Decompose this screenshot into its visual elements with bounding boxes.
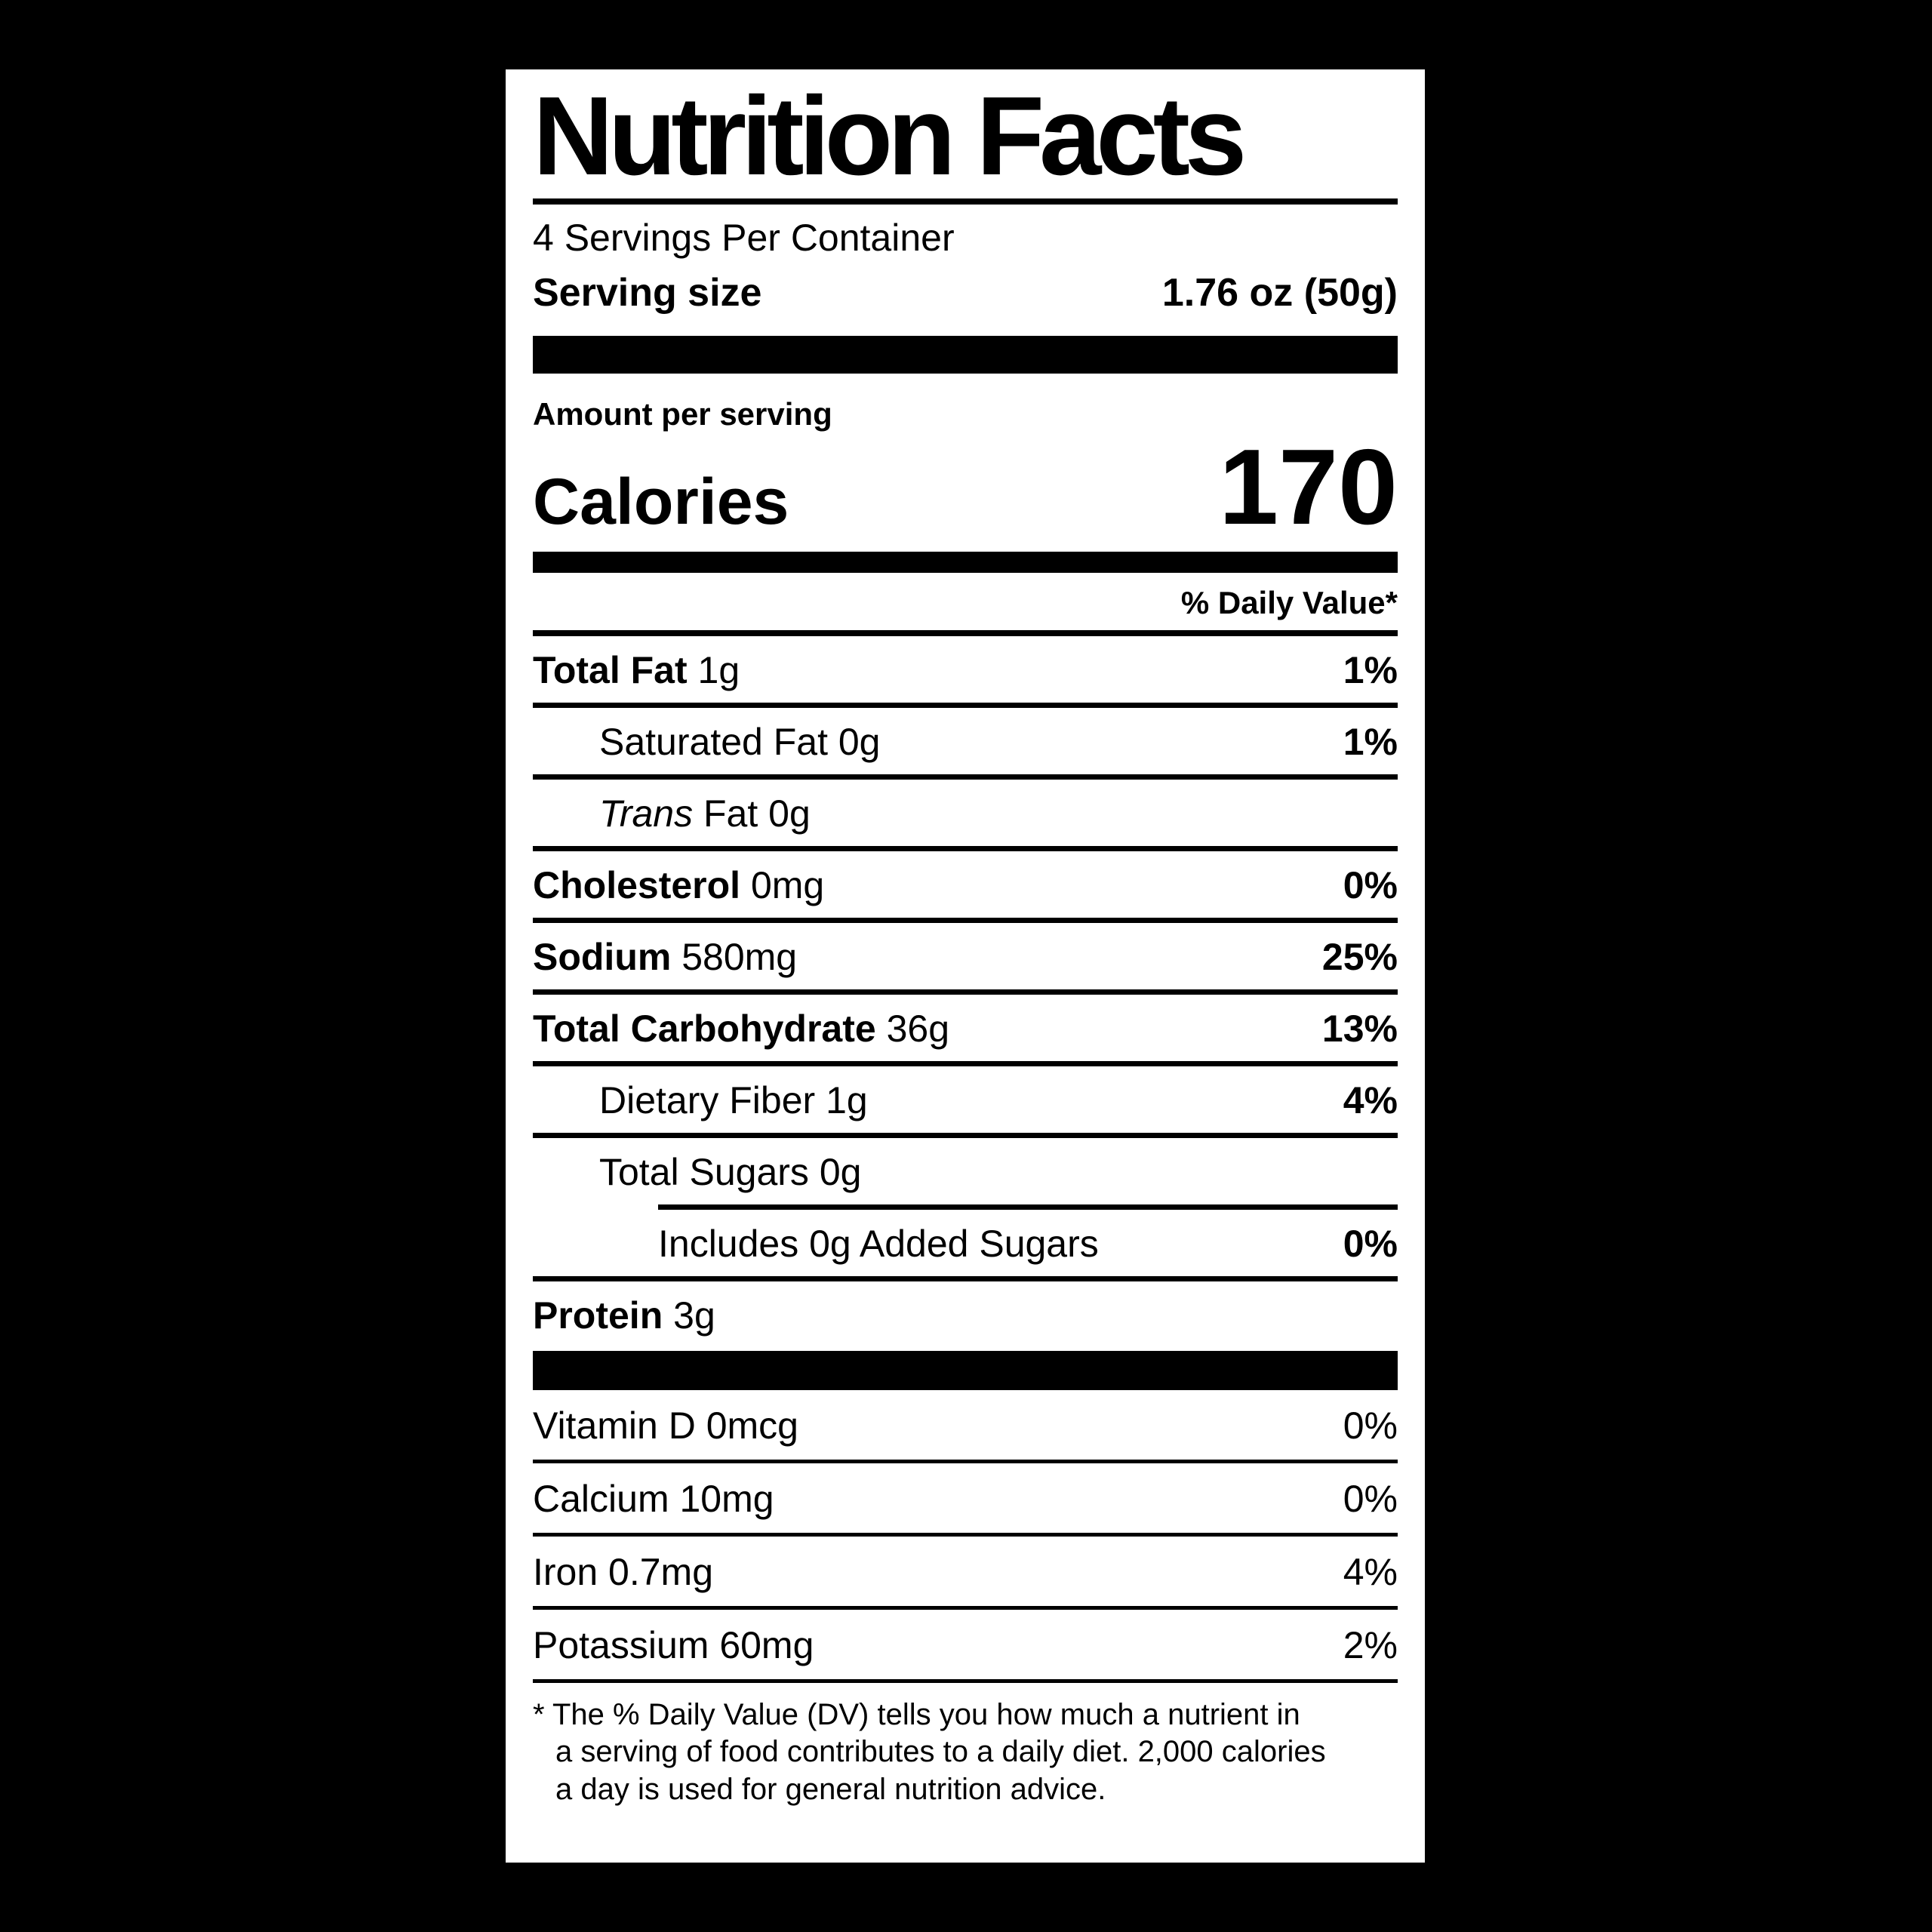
nutrient-dv: 1% bbox=[1343, 648, 1398, 691]
added-sugars-divider bbox=[658, 1204, 1398, 1210]
nutrient-label: Trans Fat 0g bbox=[599, 792, 811, 835]
nutrient-row-cholesterol: Cholesterol 0mg 0% bbox=[533, 851, 1398, 923]
nutrient-label: Includes 0g Added Sugars bbox=[658, 1222, 1099, 1265]
nutrient-row-dietary-fiber: Dietary Fiber 1g 4% bbox=[533, 1066, 1398, 1138]
daily-value-divider bbox=[533, 629, 1398, 636]
serving-size-value: 1.76 oz (50g) bbox=[1161, 270, 1398, 315]
nutrient-row-saturated-fat: Saturated Fat 0g 1% bbox=[533, 708, 1398, 780]
vitamin-label: Calcium 10mg bbox=[533, 1477, 774, 1520]
nutrient-label: Protein 3g bbox=[533, 1294, 715, 1337]
nutrient-dv: 1% bbox=[1343, 720, 1398, 763]
label-title: Nutrition Facts bbox=[533, 74, 1247, 198]
serving-size-label: Serving size bbox=[533, 270, 762, 315]
footnote-line: * The % Daily Value (DV) tells you how m… bbox=[533, 1697, 1300, 1731]
nutrient-row-total-fat: Total Fat 1g 1% bbox=[533, 636, 1398, 708]
nutrient-label: Total Fat 1g bbox=[533, 648, 740, 691]
calories-row: Calories 170 bbox=[533, 426, 1398, 547]
amount-per-serving-label: Amount per serving bbox=[533, 395, 832, 432]
nutrient-row-protein: Protein 3g bbox=[533, 1281, 1398, 1348]
nutrient-row-added-sugars: Includes 0g Added Sugars 0% bbox=[533, 1210, 1398, 1281]
footnote: * The % Daily Value (DV) tells you how m… bbox=[533, 1697, 1398, 1809]
vitamin-label: Potassium 60mg bbox=[533, 1623, 814, 1666]
nutrient-label: Saturated Fat 0g bbox=[599, 720, 881, 763]
vitamin-label: Iron 0.7mg bbox=[533, 1550, 714, 1593]
vitamin-dv: 2% bbox=[1343, 1623, 1398, 1666]
calories-label: Calories bbox=[533, 465, 789, 538]
thick-bar-calories bbox=[533, 551, 1398, 573]
nutrient-row-sodium: Sodium 580mg 25% bbox=[533, 923, 1398, 995]
nutrient-dv: 4% bbox=[1343, 1078, 1398, 1121]
nutrient-label: Dietary Fiber 1g bbox=[599, 1078, 868, 1121]
nutrient-row-total-sugars: Total Sugars 0g bbox=[533, 1138, 1398, 1204]
vitamin-row-potassium: Potassium 60mg 2% bbox=[533, 1610, 1398, 1683]
nutrition-label: Nutrition Facts 4 Servings Per Container… bbox=[498, 62, 1432, 1870]
nutrient-label: Cholesterol 0mg bbox=[533, 863, 825, 906]
nutrient-row-trans-fat: Trans Fat 0g bbox=[533, 780, 1398, 851]
vitamin-row-iron: Iron 0.7mg 4% bbox=[533, 1537, 1398, 1610]
thick-bar-top bbox=[533, 335, 1398, 374]
nutrient-label: Total Sugars 0g bbox=[599, 1150, 862, 1193]
daily-value-header: % Daily Value* bbox=[1180, 584, 1398, 620]
title-divider bbox=[533, 198, 1398, 205]
vitamin-row-vitamin-d: Vitamin D 0mcg 0% bbox=[533, 1390, 1398, 1463]
calories-value: 170 bbox=[1219, 426, 1398, 547]
nutrient-label: Total Carbohydrate 36g bbox=[533, 1007, 950, 1050]
vitamin-dv: 4% bbox=[1343, 1550, 1398, 1593]
nutrient-dv: 25% bbox=[1321, 935, 1398, 978]
vitamin-row-calcium: Calcium 10mg 0% bbox=[533, 1463, 1398, 1537]
vitamin-label: Vitamin D 0mcg bbox=[533, 1404, 798, 1447]
footnote-line: a day is used for general nutrition advi… bbox=[555, 1772, 1106, 1806]
vitamin-dv: 0% bbox=[1343, 1404, 1398, 1447]
nutrient-label: Sodium 580mg bbox=[533, 935, 798, 978]
vitamin-dv: 0% bbox=[1343, 1477, 1398, 1520]
servings-per-container: 4 Servings Per Container bbox=[533, 216, 955, 259]
thick-bar-protein bbox=[533, 1350, 1398, 1390]
nutrient-dv: 0% bbox=[1343, 1222, 1398, 1265]
serving-size-row: Serving size 1.76 oz (50g) bbox=[533, 271, 1398, 316]
nutrient-row-total-carbohydrate: Total Carbohydrate 36g 13% bbox=[533, 995, 1398, 1066]
nutrient-dv: 13% bbox=[1321, 1007, 1398, 1050]
footnote-line: a serving of food contributes to a daily… bbox=[555, 1735, 1326, 1769]
nutrient-dv: 0% bbox=[1343, 863, 1398, 906]
